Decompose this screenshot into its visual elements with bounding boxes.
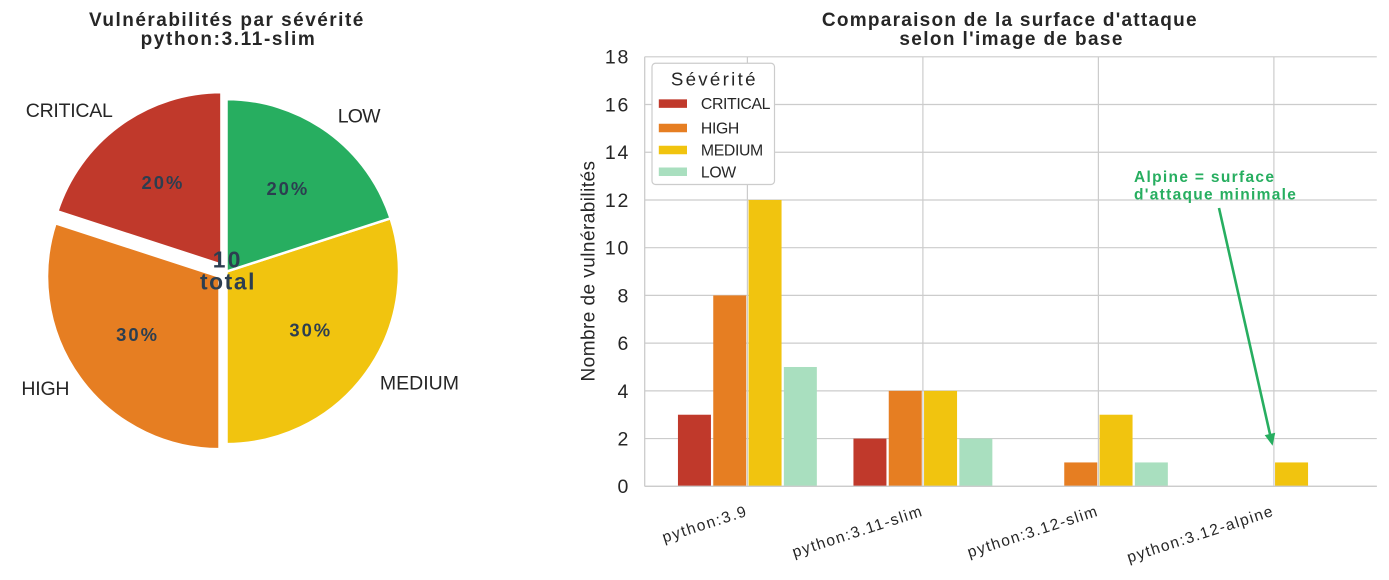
svg-text:4: 4 — [617, 381, 630, 403]
svg-text:MEDIUM: MEDIUM — [701, 143, 763, 160]
svg-text:total: total — [200, 269, 256, 295]
svg-text:18: 18 — [605, 47, 630, 69]
svg-text:Comparaison de la surface d'at: Comparaison de la surface d'attaque — [822, 10, 1198, 31]
svg-text:HIGH: HIGH — [21, 378, 69, 400]
svg-text:MEDIUM: MEDIUM — [380, 373, 459, 395]
svg-text:10: 10 — [605, 238, 630, 260]
svg-text:14: 14 — [605, 142, 630, 164]
svg-text:LOW: LOW — [338, 106, 381, 128]
svg-text:0: 0 — [617, 476, 630, 498]
svg-text:Vulnérabilités par sévérité: Vulnérabilités par sévérité — [89, 10, 365, 31]
svg-text:6: 6 — [617, 333, 630, 355]
svg-text:d'attaque minimale: d'attaque minimale — [1134, 186, 1297, 203]
svg-text:2: 2 — [617, 428, 630, 450]
svg-text:Alpine = surface: Alpine = surface — [1134, 169, 1275, 186]
svg-text:20%: 20% — [142, 172, 185, 193]
svg-text:CRITICAL: CRITICAL — [701, 96, 771, 113]
svg-text:16: 16 — [605, 94, 630, 116]
svg-text:30%: 30% — [116, 324, 159, 345]
svg-text:LOW: LOW — [701, 164, 736, 181]
svg-text:30%: 30% — [289, 319, 332, 340]
svg-text:selon l'image de base: selon l'image de base — [899, 29, 1123, 50]
svg-text:20%: 20% — [266, 178, 309, 199]
svg-text:12: 12 — [605, 190, 630, 212]
svg-text:Sévérité: Sévérité — [671, 68, 758, 89]
svg-text:python:3.11-slim: python:3.11-slim — [141, 29, 317, 50]
svg-text:HIGH: HIGH — [701, 121, 739, 138]
svg-text:8: 8 — [617, 285, 630, 307]
svg-text:Nombre de vulnérabilités: Nombre de vulnérabilités — [579, 161, 600, 382]
svg-text:CRITICAL: CRITICAL — [26, 100, 113, 122]
svg-text:10: 10 — [213, 246, 243, 272]
